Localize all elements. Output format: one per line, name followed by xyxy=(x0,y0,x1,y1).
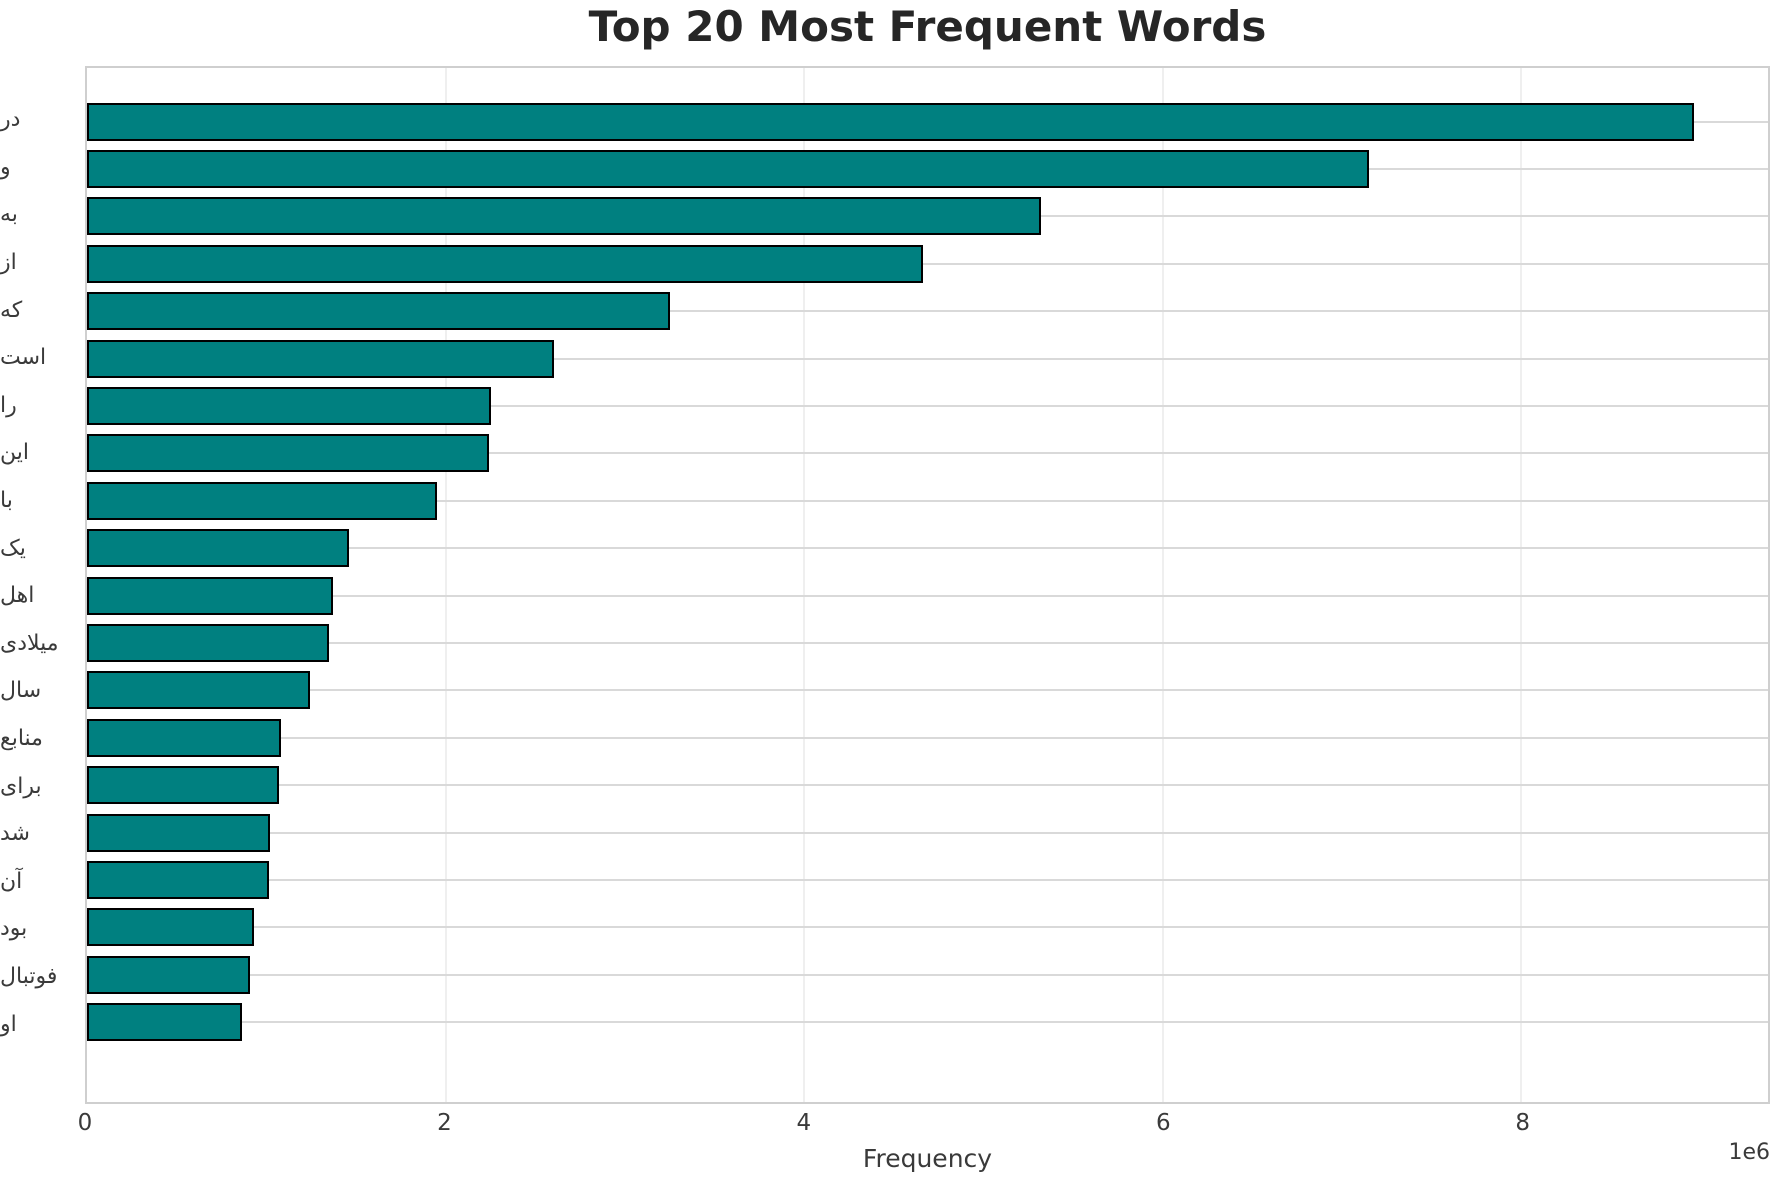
y-tick-label: سال xyxy=(0,678,42,704)
bar-row xyxy=(87,98,1768,145)
plot-area xyxy=(85,66,1770,1104)
bar-برای xyxy=(87,766,280,805)
bar-row xyxy=(87,382,1768,429)
h-gridline xyxy=(87,405,1768,408)
h-gridline xyxy=(87,641,1768,644)
x-axis-label: Frequency xyxy=(862,1144,993,1173)
bar-است xyxy=(87,339,554,378)
h-gridline xyxy=(87,357,1768,360)
bar-row xyxy=(87,145,1768,192)
bar-سال xyxy=(87,671,310,710)
h-gridline xyxy=(87,594,1768,597)
y-tick-label: را xyxy=(0,392,17,418)
h-gridline xyxy=(87,452,1768,455)
h-gridline xyxy=(87,926,1768,929)
y-tick-label: اهل xyxy=(0,583,35,609)
bar-که xyxy=(87,292,671,331)
x-tick-label: 6 xyxy=(1155,1110,1171,1136)
h-gridline xyxy=(87,784,1768,787)
h-gridline xyxy=(87,689,1768,692)
bar-فوتبال xyxy=(87,955,250,994)
h-gridline xyxy=(87,831,1768,834)
bar-او xyxy=(87,1003,243,1042)
bar-row xyxy=(87,951,1768,998)
bar-row xyxy=(87,430,1768,477)
y-tick-label: فوتبال xyxy=(0,963,58,989)
bar-rows xyxy=(87,98,1768,1046)
y-tick-label: او xyxy=(0,1011,17,1037)
bar-بود xyxy=(87,908,255,947)
v-gridline xyxy=(803,68,806,1102)
bar-منابع xyxy=(87,718,282,757)
y-tick-label: شد xyxy=(0,821,30,847)
y-tick-label: با xyxy=(0,488,13,514)
bar-با xyxy=(87,481,438,520)
x-axis-tick-labels: 0 2 4 6 8 xyxy=(78,1110,1770,1144)
bar-آن xyxy=(87,860,270,899)
bar-row xyxy=(87,714,1768,761)
v-gridline xyxy=(1520,68,1523,1102)
y-tick-label: برای xyxy=(0,773,42,799)
bar-row xyxy=(87,667,1768,714)
bar-row xyxy=(87,193,1768,240)
y-tick-label: بود xyxy=(0,916,28,942)
y-tick-label: آن xyxy=(0,868,23,894)
y-tick-label: و xyxy=(0,154,11,180)
bar-یک xyxy=(87,529,350,568)
bar-از xyxy=(87,244,923,283)
h-gridline xyxy=(87,1021,1768,1024)
bar-میلادی xyxy=(87,623,330,662)
y-tick-label: منابع xyxy=(0,726,43,752)
y-tick-label: در xyxy=(0,107,21,133)
y-tick-label: این xyxy=(0,440,29,466)
bar-و xyxy=(87,150,1370,189)
bar-row xyxy=(87,761,1768,808)
h-gridline xyxy=(87,736,1768,739)
bar-به xyxy=(87,197,1042,236)
h-gridline xyxy=(87,499,1768,502)
v-gridline xyxy=(1161,68,1164,1102)
h-gridline xyxy=(87,262,1768,265)
h-gridline xyxy=(87,310,1768,313)
y-tick-label: است xyxy=(0,345,47,371)
h-gridline xyxy=(87,547,1768,550)
bar-row xyxy=(87,619,1768,666)
y-tick-label: از xyxy=(0,250,17,276)
bar-اهل xyxy=(87,576,334,615)
x-tick-label: 4 xyxy=(796,1110,812,1136)
y-tick-label: به xyxy=(0,202,18,228)
axis-offset-label: 1e6 xyxy=(1728,1140,1770,1165)
y-tick-label: میلادی xyxy=(0,630,59,656)
h-gridline xyxy=(87,878,1768,881)
y-tick-label: که xyxy=(0,297,23,323)
bar-row xyxy=(87,240,1768,287)
bar-را xyxy=(87,387,491,426)
bar-این xyxy=(87,434,490,473)
bar-شد xyxy=(87,813,271,852)
h-gridline xyxy=(87,973,1768,976)
x-tick-label: 2 xyxy=(437,1110,452,1136)
bar-row xyxy=(87,572,1768,619)
bar-row xyxy=(87,335,1768,382)
bar-row xyxy=(87,525,1768,572)
y-tick-label: یک xyxy=(0,535,26,561)
x-tick-label: 8 xyxy=(1515,1110,1531,1136)
bar-row xyxy=(87,288,1768,335)
bar-row xyxy=(87,856,1768,903)
bar-row xyxy=(87,904,1768,951)
bar-row xyxy=(87,477,1768,524)
v-gridline xyxy=(444,68,447,1102)
x-tick-label: 0 xyxy=(77,1110,93,1136)
chart-title: Top 20 Most Frequent Words xyxy=(588,2,1267,51)
y-axis-tick-labels: در و به از که است را این با یک اهل میلادی سال منابع بر… xyxy=(0,96,74,1048)
bar-row xyxy=(87,998,1768,1045)
bar-row xyxy=(87,809,1768,856)
bar-در xyxy=(87,102,1694,141)
